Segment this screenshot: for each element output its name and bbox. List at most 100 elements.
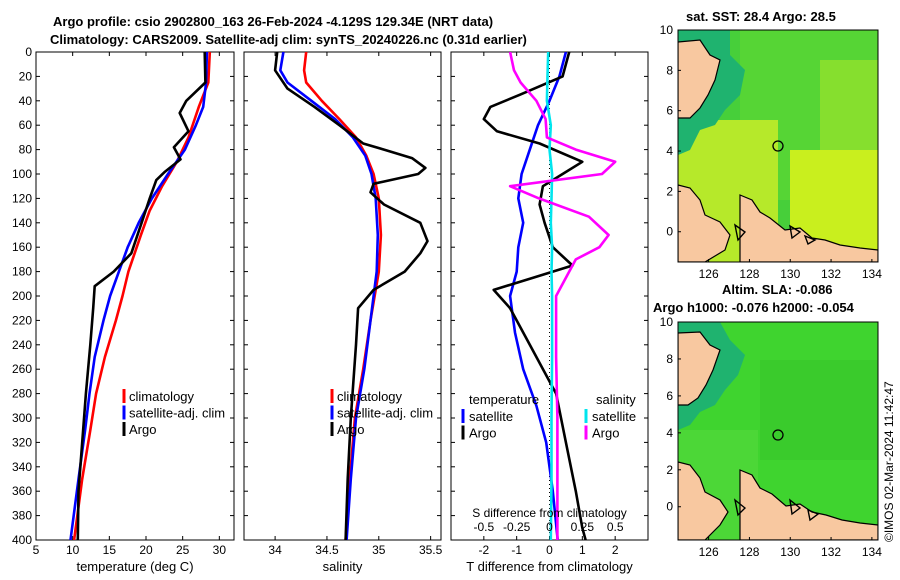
series-group bbox=[69, 52, 212, 540]
sla-map-frame bbox=[677, 321, 879, 541]
plot-frame bbox=[243, 51, 442, 541]
map-axes: 126 128 130 132 134 10 8 6 4 2 0 126 128 130 132 134 10 8… bbox=[660, 23, 883, 559]
map-y-tick-label: 10 bbox=[660, 23, 674, 37]
y-tick-label: 240 bbox=[12, 338, 32, 352]
map-x-tick-label: 134 bbox=[862, 267, 882, 281]
figure-title-line1: Argo profile: csio 2902800_163 26-Feb-20… bbox=[53, 14, 494, 29]
sst-field-east bbox=[820, 60, 878, 150]
map-y-tick-label: 6 bbox=[666, 104, 673, 118]
sst-islands bbox=[733, 223, 817, 246]
map-y-tick-label: 8 bbox=[666, 63, 673, 77]
legend-label: Argo bbox=[592, 426, 619, 441]
sla-map bbox=[678, 322, 878, 540]
x-tick-label: 1 bbox=[579, 543, 586, 557]
sla-map-title-line1: Altim. SLA: -0.086 bbox=[722, 282, 833, 297]
map-x-tick-label: 132 bbox=[821, 545, 841, 559]
y-tick-label: 300 bbox=[12, 411, 32, 425]
map-y-tick-label: 6 bbox=[666, 389, 673, 403]
map-y-tick-label: 2 bbox=[666, 184, 673, 198]
sla-land-halmahera-png bbox=[739, 469, 878, 540]
legend-label: satellite bbox=[469, 409, 513, 424]
series-line-climatology bbox=[72, 52, 212, 540]
y-tick-label: 160 bbox=[12, 240, 32, 254]
x-tick-label: 5 bbox=[33, 543, 40, 557]
x-tick-label: 0 bbox=[546, 543, 553, 557]
y-tick-label: 360 bbox=[12, 484, 32, 498]
plot-frame bbox=[35, 51, 235, 541]
legend-label: Argo bbox=[129, 422, 156, 437]
panel-difference-from-climatology: -2 -1 0 1 2 T difference from climatology temp… bbox=[450, 51, 649, 574]
sla-land-sulawesi bbox=[678, 461, 729, 540]
sla-field-center bbox=[760, 360, 878, 460]
secondary-x-tick-label: 0.5 bbox=[607, 520, 624, 534]
secondary-x-tick-label: 0 bbox=[546, 520, 553, 534]
legend-label: Argo bbox=[469, 426, 496, 441]
y-tick-label: 260 bbox=[12, 362, 32, 376]
map-y-tick-label: 8 bbox=[666, 352, 673, 366]
sst-land-mindanao bbox=[678, 39, 721, 119]
series-line-argo bbox=[76, 52, 207, 540]
map-x-tick-label: 128 bbox=[739, 545, 759, 559]
legend-label: satellite-adj. clim bbox=[129, 406, 225, 421]
legend-label: satellite-adj. clim bbox=[337, 406, 433, 421]
legend-group-header: salinity bbox=[596, 392, 636, 407]
sst-map-frame bbox=[677, 29, 879, 263]
map-x-tick-label: 128 bbox=[739, 267, 759, 281]
panel-temperature: 5 10 15 20 25 30 temperature (deg C) 0 20 40 60 80 1… bbox=[12, 45, 235, 574]
map-y-tick-label: 2 bbox=[666, 463, 673, 477]
y-tick-label: 0 bbox=[25, 45, 32, 59]
sst-land-halmahera-png bbox=[739, 194, 878, 262]
y-tick-label: 280 bbox=[12, 387, 32, 401]
secondary-x-tick-label: -0.5 bbox=[473, 520, 494, 534]
x-tick-label: 34 bbox=[268, 543, 282, 557]
sla-map-title-line2: Argo h1000: -0.076 h2000: -0.054 bbox=[653, 300, 854, 315]
y-tick-label: 200 bbox=[12, 289, 32, 303]
legend-label: climatology bbox=[129, 389, 195, 404]
map-x-tick-label: 134 bbox=[862, 545, 882, 559]
map-x-tick-label: 126 bbox=[699, 545, 719, 559]
y-tick-label: 320 bbox=[12, 435, 32, 449]
secondary-x-tick-label: -0.25 bbox=[503, 520, 531, 534]
sst-map-title: sat. SST: 28.4 Argo: 28.5 bbox=[686, 9, 836, 24]
map-x-tick-label: 130 bbox=[780, 267, 800, 281]
map-x-tick-label: 130 bbox=[780, 545, 800, 559]
series-group bbox=[482, 52, 617, 540]
x-tick-label: 20 bbox=[139, 543, 153, 557]
y-tick-label: 220 bbox=[12, 313, 32, 327]
sst-argo-location-marker bbox=[772, 140, 784, 152]
sst-land-sulawesi bbox=[678, 184, 731, 262]
y-tick-label: 140 bbox=[12, 216, 32, 230]
sst-map bbox=[678, 30, 878, 262]
y-tick-label: 380 bbox=[12, 509, 32, 523]
map-x-tick-label: 132 bbox=[821, 267, 841, 281]
map-y-tick-label: 0 bbox=[666, 500, 673, 514]
map-y-tick-label: 4 bbox=[666, 426, 673, 440]
y-tick-label: 100 bbox=[12, 167, 32, 181]
y-tick-label: 400 bbox=[12, 533, 32, 547]
x-tick-label: 10 bbox=[66, 543, 80, 557]
x-tick-label: 35.5 bbox=[419, 543, 443, 557]
y-tick-label: 120 bbox=[12, 191, 32, 205]
imos-credit-text: ©IMOS 02-Mar-2024 11:42:47 bbox=[882, 381, 896, 542]
x-axis-label: salinity bbox=[323, 559, 363, 574]
x-axis-label: T difference from climatology bbox=[466, 559, 633, 574]
map-y-tick-label: 4 bbox=[666, 144, 673, 158]
sla-land-mindanao bbox=[678, 331, 721, 406]
map-x-tick-label: 126 bbox=[699, 267, 719, 281]
x-tick-label: 34.5 bbox=[315, 543, 339, 557]
series-line-t-argo bbox=[482, 52, 587, 540]
sla-argo-location-marker bbox=[772, 429, 784, 441]
x-tick-label: 30 bbox=[213, 543, 227, 557]
x-tick-label: -1 bbox=[511, 543, 522, 557]
y-tick-label: 40 bbox=[19, 94, 33, 108]
x-tick-label: 35 bbox=[372, 543, 386, 557]
series-line-t-satellite bbox=[508, 52, 568, 540]
x-tick-label: 25 bbox=[176, 543, 190, 557]
series-line-s-satellite bbox=[545, 52, 554, 540]
y-tick-label: 80 bbox=[19, 143, 33, 157]
x-tick-label: 15 bbox=[103, 543, 117, 557]
legend-label: Argo bbox=[337, 422, 364, 437]
y-tick-label: 340 bbox=[12, 460, 32, 474]
y-tick-label: 180 bbox=[12, 265, 32, 279]
